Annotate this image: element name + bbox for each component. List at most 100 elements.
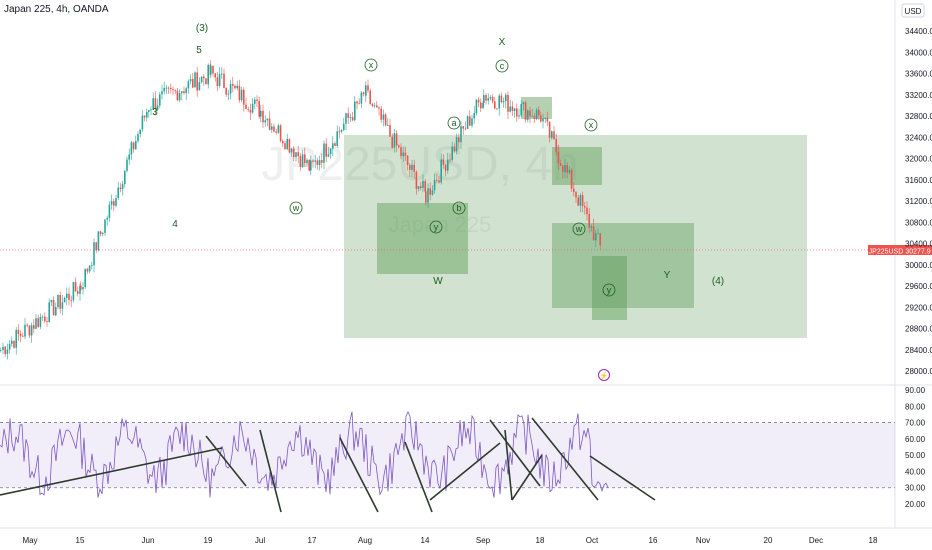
candle-body — [406, 155, 409, 166]
candle-body — [290, 148, 293, 153]
candle-body — [91, 265, 93, 267]
price-tick-label: 31200.0 — [905, 197, 932, 206]
candle-body — [555, 139, 557, 152]
candle-body — [458, 137, 460, 143]
candle-body — [106, 217, 108, 220]
candle-body — [415, 171, 418, 189]
wave-circle — [452, 201, 466, 215]
candle-body — [203, 76, 205, 79]
price-tick-label: 33600.0 — [905, 70, 932, 79]
rsi-trendline — [339, 437, 379, 513]
candle-body — [482, 102, 484, 109]
candle-body — [137, 134, 139, 142]
candle-body — [108, 204, 111, 218]
wave-label: x — [369, 60, 374, 70]
candle-body — [400, 147, 402, 157]
candle-body — [167, 87, 170, 89]
time-tick-label: 20 — [764, 536, 773, 545]
candle-body — [551, 131, 553, 138]
candle-body — [0, 349, 2, 351]
watermark-symbol: JP225USD, 4h — [261, 138, 579, 191]
candle-body — [391, 136, 393, 148]
candle-body — [502, 101, 505, 103]
candle-body — [33, 325, 35, 329]
candle-body — [170, 87, 172, 90]
candle-body — [354, 101, 356, 121]
candle-body — [178, 93, 181, 101]
candle-body — [218, 74, 221, 86]
wave-label: W — [433, 276, 443, 287]
candle-body — [249, 109, 252, 113]
zone-w — [377, 203, 468, 274]
wave-label: 3 — [152, 107, 158, 118]
candle-body — [332, 143, 334, 149]
candle-body — [194, 72, 196, 88]
candle-body — [6, 349, 9, 355]
candle-body — [444, 164, 447, 171]
candle-body — [500, 95, 503, 103]
candle-body — [260, 110, 262, 117]
candle-body — [376, 105, 378, 108]
candle-body — [562, 165, 564, 173]
candle-body — [544, 117, 546, 119]
candle-body — [599, 233, 601, 246]
rsi-tick-label: 20.00 — [905, 500, 926, 509]
candle-body — [72, 282, 75, 301]
price-tick-label: 29600.0 — [905, 282, 932, 291]
candle-body — [531, 115, 533, 117]
candle-body — [212, 65, 214, 74]
candle-body — [527, 110, 529, 120]
time-tick-label: 19 — [204, 536, 213, 545]
candle-body — [189, 79, 192, 82]
candle-body — [529, 110, 531, 117]
candle-body — [234, 85, 236, 89]
currency-label: USD — [905, 7, 922, 16]
candle-body — [306, 159, 308, 164]
candle-body — [236, 85, 238, 89]
candle-body — [176, 90, 179, 101]
candle-body — [44, 316, 46, 322]
time-tick-label: 18 — [536, 536, 545, 545]
rsi-trendline — [511, 454, 543, 501]
candle-body — [4, 346, 6, 355]
candle-body — [15, 329, 17, 348]
candle-body — [299, 156, 302, 167]
wave-label: y — [607, 285, 612, 295]
candle-body — [387, 125, 389, 126]
candle-body — [165, 87, 168, 89]
candle-body — [496, 108, 498, 110]
candle-body — [17, 329, 20, 334]
candle-body — [449, 159, 451, 161]
candle-body — [579, 195, 582, 206]
candle-body — [480, 102, 482, 109]
candle-body — [380, 108, 382, 120]
wave-circle — [429, 220, 443, 234]
candle-body — [588, 214, 590, 228]
candle-body — [347, 113, 349, 118]
candle-body — [273, 126, 275, 132]
candle-body — [345, 113, 347, 124]
candle-body — [37, 318, 39, 327]
candle-body — [119, 187, 122, 190]
candle-body — [351, 117, 354, 121]
wave-circle — [364, 58, 378, 72]
wave-circle — [584, 118, 598, 132]
rsi-trendline — [531, 417, 599, 501]
candle-body — [181, 91, 183, 94]
candle-body — [538, 109, 540, 116]
candle-body — [487, 98, 489, 101]
candle-body — [455, 137, 458, 152]
price-tick-label: 33200.0 — [905, 91, 932, 100]
time-tick-label: 14 — [421, 536, 430, 545]
candle-body — [433, 179, 436, 191]
candle-body — [152, 98, 154, 110]
candle-body — [329, 148, 332, 155]
symbol-tag — [868, 244, 904, 255]
time-tick-label: 15 — [76, 536, 85, 545]
time-tick-label: Sep — [476, 536, 491, 545]
wave-label: w — [575, 224, 583, 234]
candle-body — [451, 146, 453, 160]
candle-body — [187, 81, 190, 89]
candle-body — [522, 102, 525, 105]
